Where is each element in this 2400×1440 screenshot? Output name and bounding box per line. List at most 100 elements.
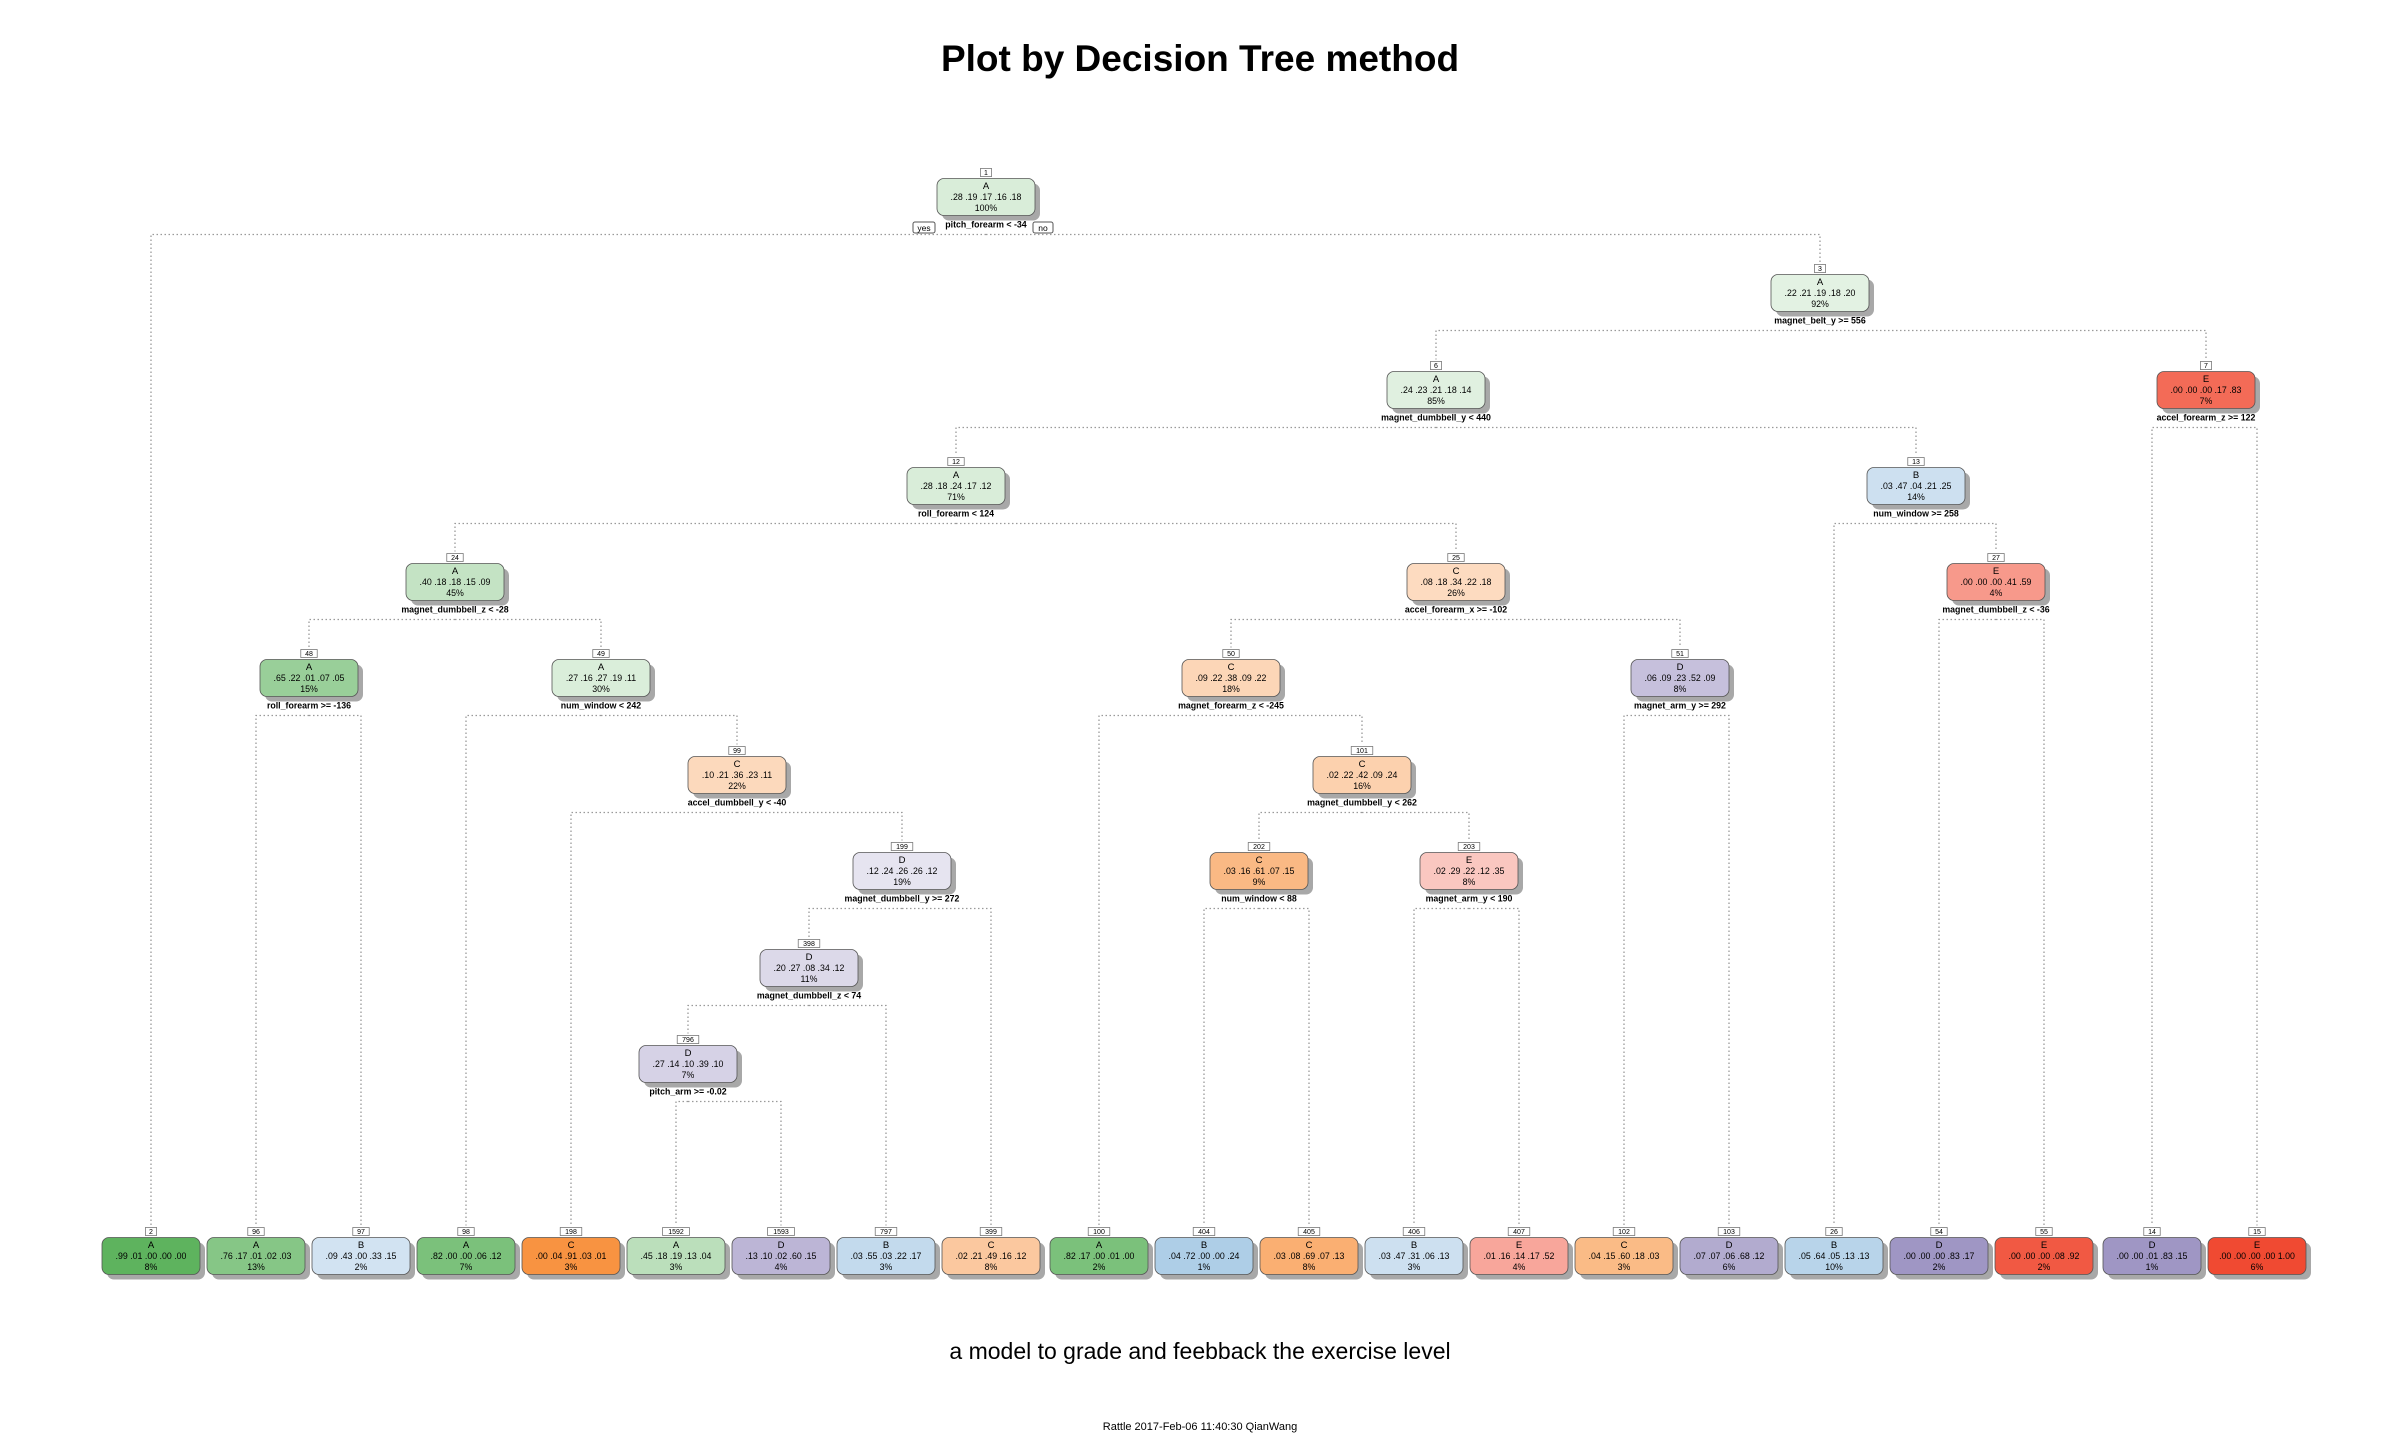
node-box <box>416 1237 516 1275</box>
node-id: 202 <box>1253 844 1265 851</box>
node-percent: 10% <box>1825 1262 1843 1272</box>
tree-node-405: 405 C.03 .08 .69 .07 .138% <box>1259 1227 1363 1280</box>
node-percent: 18% <box>1222 684 1240 694</box>
node-class: C <box>1256 855 1263 866</box>
tree-edge-51-102 <box>1623 714 1680 1226</box>
node-id: 14 <box>2148 1229 2156 1236</box>
node-box <box>1154 1237 1254 1275</box>
node-box <box>1994 1237 2094 1275</box>
node-split-rule: magnet_dumbbell_y < 262 <box>1307 798 1417 808</box>
node-probs: .24 .23 .21 .18 .14 <box>1401 385 1472 395</box>
node-percent: 8% <box>985 1262 998 1272</box>
node-box <box>1889 1237 1989 1275</box>
node-percent: 71% <box>947 492 965 502</box>
node-box <box>941 1237 1041 1275</box>
tree-node-203: 203 E.02 .29 .22 .12 .358% magnet_arm_y < … <box>1419 842 1523 904</box>
node-id-tag <box>947 457 965 466</box>
node-probs: .02 .21 .49 .16 .12 <box>956 1251 1027 1261</box>
node-id: 1592 <box>668 1229 684 1236</box>
node-class: A <box>953 470 960 481</box>
tree-edge-25-50 <box>1230 618 1456 648</box>
node-probs: .28 .18 .24 .17 .12 <box>921 481 992 491</box>
node-box <box>1312 756 1412 794</box>
node-percent: 1% <box>1198 1262 1211 1272</box>
node-id-tag <box>662 1227 690 1236</box>
node-id: 54 <box>1935 1229 1943 1236</box>
node-id: 407 <box>1513 1229 1525 1236</box>
node-probs: .82 .17 .00 .01 .00 <box>1064 1251 1135 1261</box>
tree-edge-50-101 <box>1231 714 1363 745</box>
node-class: E <box>2203 374 2209 385</box>
tree-edge-3-7 <box>1820 329 2207 360</box>
node-class: D <box>899 855 906 866</box>
node-probs: .82 .00 .00 .06 .12 <box>431 1251 502 1261</box>
node-id-tag <box>767 1227 795 1236</box>
rattle-footer: Rattle 2017-Feb-06 11:40:30 QianWang <box>1102 1421 1298 1433</box>
tree-edge-48-96 <box>255 714 309 1226</box>
tree-edge-13-26 <box>1833 522 1916 1226</box>
tree-edge-13-27 <box>1916 522 1997 552</box>
node-box <box>906 467 1006 505</box>
node-split-rule: pitch_arm >= -0.02 <box>649 1087 726 1097</box>
tree-node-7: 7 E.00 .00 .00 .17 .837% accel_forearm_z >… <box>2156 361 2260 423</box>
node-box <box>521 1237 621 1275</box>
node-id: 203 <box>1463 844 1475 851</box>
node-class: D <box>806 952 813 963</box>
tree-edge-796-1593 <box>688 1100 782 1226</box>
tree-node-97: 97 B.09 .43 .00 .33 .152% <box>311 1227 415 1280</box>
node-probs: .05 .64 .05 .13 .13 <box>1799 1251 1870 1261</box>
node-id: 24 <box>451 555 459 562</box>
node-class: C <box>568 1240 575 1251</box>
node-split-rule: magnet_dumbbell_y >= 272 <box>845 894 960 904</box>
node-id-tag <box>1507 1227 1531 1236</box>
node-id: 199 <box>896 844 908 851</box>
node-percent: 3% <box>1408 1262 1421 1272</box>
node-id: 404 <box>1198 1229 1210 1236</box>
node-class: A <box>253 1240 260 1251</box>
node-split-rule: magnet_dumbbell_z < -28 <box>401 605 508 615</box>
node-box <box>1364 1237 1464 1275</box>
node-percent: 16% <box>1353 781 1371 791</box>
node-class: C <box>988 1240 995 1251</box>
node-class: A <box>1096 1240 1103 1251</box>
node-box <box>2207 1237 2307 1275</box>
tree-node-2: 2 A.99 .01 .00 .00 .008% <box>101 1227 205 1280</box>
tree-node-98: 98 A.82 .00 .00 .06 .127% <box>416 1227 520 1280</box>
node-probs: .65 .22 .01 .07 .05 <box>274 673 345 683</box>
tree-node-1592: 1592 A.45 .18 .19 .13 .043% <box>626 1227 730 1280</box>
node-id: 96 <box>252 1229 260 1236</box>
node-probs: .03 .47 .04 .21 .25 <box>1881 481 1952 491</box>
node-box <box>2156 371 2256 409</box>
tree-edges <box>150 233 2258 1226</box>
tree-node-27: 27 E.00 .00 .00 .41 .594% magnet_dumbbell_… <box>1942 553 2050 615</box>
node-id-tag <box>247 1227 265 1236</box>
node-class: A <box>1817 277 1824 288</box>
tree-edge-101-203 <box>1362 811 1470 841</box>
node-probs: .00 .00 .00 .08 .92 <box>2009 1251 2080 1261</box>
tree-node-399: 399 C.02 .21 .49 .16 .128% <box>941 1227 1045 1280</box>
node-box <box>731 1237 831 1275</box>
node-box <box>1406 563 1506 601</box>
tree-edge-3-6 <box>1435 329 1820 360</box>
node-id-tag <box>1430 361 1442 370</box>
node-probs: .00 .00 .00 .83 .17 <box>1904 1251 1975 1261</box>
node-probs: .04 .72 .00 .00 .24 <box>1169 1251 1240 1261</box>
tree-node-15: 15 E.00 .00 .00 .00 1.006% <box>2207 1227 2311 1280</box>
node-id: 399 <box>985 1229 997 1236</box>
node-probs: .02 .22 .42 .09 .24 <box>1327 770 1398 780</box>
tree-edge-6-13 <box>1436 426 1917 456</box>
node-split-rule: magnet_arm_y < 190 <box>1426 894 1513 904</box>
node-id: 55 <box>2040 1229 2048 1236</box>
node-id: 797 <box>880 1229 892 1236</box>
node-probs: .45 .18 .19 .13 .04 <box>641 1251 712 1261</box>
tree-edge-796-1592 <box>675 1100 688 1226</box>
node-percent: 7% <box>2200 396 2213 406</box>
node-probs: .10 .21 .36 .23 .11 <box>702 770 772 780</box>
node-id-tag <box>797 939 821 948</box>
